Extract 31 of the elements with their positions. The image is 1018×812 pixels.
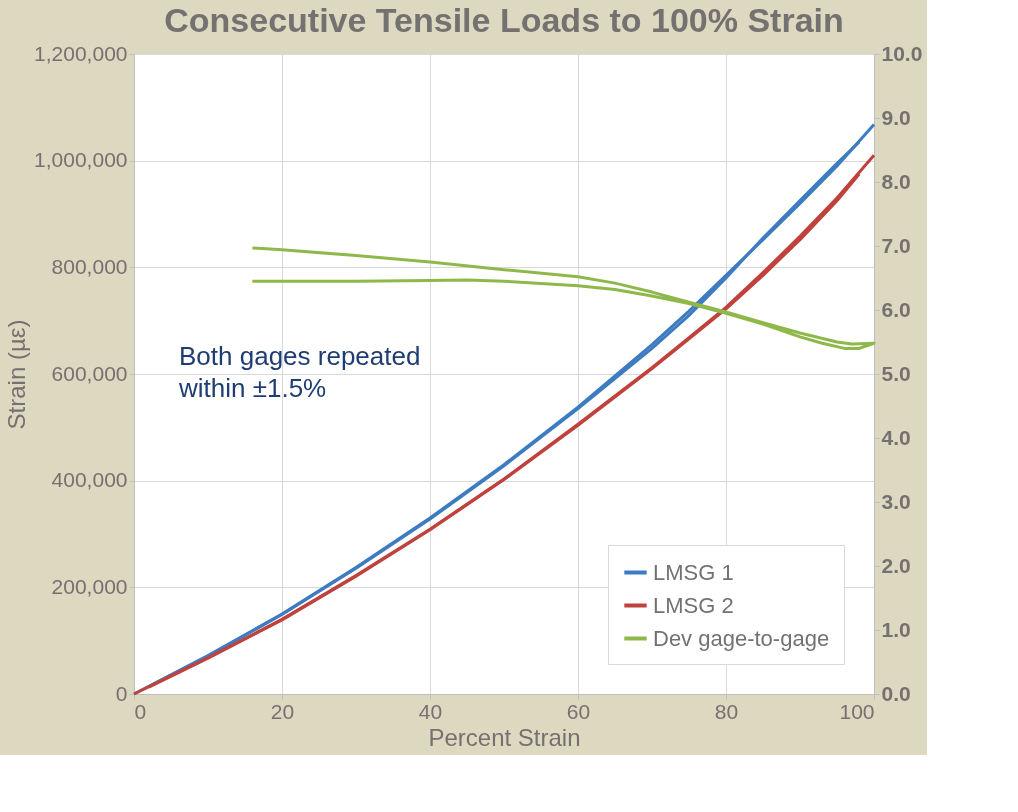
y2-tick-label: 8.0 (881, 169, 911, 193)
x-axis-title: Percent Strain (428, 723, 581, 751)
y-tick-label: 200,000 (51, 574, 128, 598)
y-axis-title: Strain (µε) (3, 319, 31, 430)
y-tick-label: 600,000 (51, 361, 128, 385)
y-tick-label: 0 (115, 681, 128, 705)
y2-tick-label: 2.0 (881, 553, 911, 577)
y-tick-label: 1,200,000 (34, 41, 128, 65)
x-tick-label: 60 (566, 699, 591, 723)
y2-tick-label: 9.0 (881, 105, 911, 129)
y2-tick-label: 3.0 (881, 489, 911, 513)
x-tick-label: 80 (714, 699, 739, 723)
x-tick-label: 100 (839, 699, 875, 723)
y-tick-label: 800,000 (51, 254, 128, 278)
y-tick-label: 400,000 (51, 468, 128, 492)
y2-tick-label: 0.0 (881, 681, 911, 705)
annotation: Both gages repeated within ±1.5% (178, 341, 421, 403)
x-tick-label: 40 (418, 699, 443, 723)
x-tick-label: 0 (134, 699, 147, 723)
x-tick-label: 20 (270, 699, 295, 723)
y2-tick-label: 5.0 (881, 361, 911, 385)
y2-tick-label: 1.0 (881, 617, 911, 641)
y2-tick-label: 4.0 (881, 425, 911, 449)
legend-label: Dev gage-to-gage (653, 625, 830, 651)
legend-label: LMSG 1 (653, 559, 734, 585)
y2-tick-label: 6.0 (881, 297, 911, 321)
legend-label: LMSG 2 (653, 592, 734, 618)
y2-tick-label: 7.0 (881, 233, 911, 257)
y-tick-label: 1,000,000 (34, 148, 128, 172)
y2-tick-label: 10.0 (881, 41, 923, 65)
chart-title: Consecutive Tensile Loads to 100% Strain (164, 1, 844, 39)
